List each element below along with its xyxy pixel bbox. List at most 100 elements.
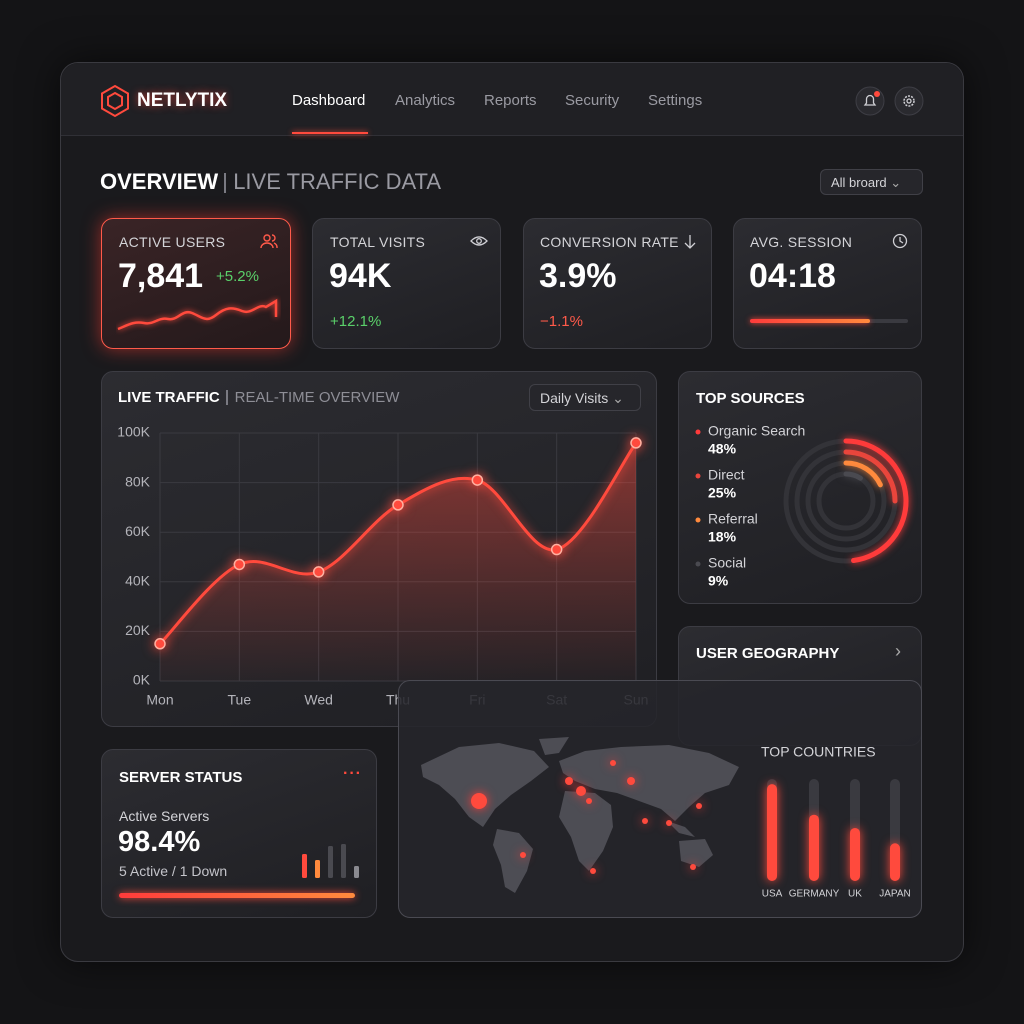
brand-name: NETLYTIX xyxy=(137,90,228,111)
brand-logo xyxy=(101,84,129,118)
kpi-card: AVG. SESSION 04:18 xyxy=(733,218,922,349)
chart-title: TOP COUNTRIES xyxy=(761,744,876,760)
legend-label: Organic Search xyxy=(708,423,805,439)
kpi-value: 04:18 xyxy=(749,257,836,295)
line-area xyxy=(160,442,636,681)
x-tick-label: Wed xyxy=(304,692,333,708)
clock-icon xyxy=(892,233,908,249)
donut-arc xyxy=(843,438,909,564)
panel-subtitle: REAL-TIME OVERVIEW xyxy=(234,389,400,406)
donut-arc xyxy=(843,471,863,481)
map-panel: TOP COUNTRIES USA GERMANY UK JAPAN xyxy=(398,680,922,918)
server-detail: 5 Active / 1 Down xyxy=(119,863,228,879)
panel-title: LIVE TRAFFIC xyxy=(118,389,220,406)
value-label: 18% xyxy=(708,529,737,545)
kpi-value: 94K xyxy=(329,257,392,295)
navbar xyxy=(61,63,963,136)
x-tick-label: GERMANY xyxy=(789,889,840,900)
data-point xyxy=(630,437,642,449)
kpi-label: ACTIVE USERS xyxy=(119,234,226,250)
chevron: › xyxy=(895,641,901,661)
data-point xyxy=(550,543,563,556)
kpi-card: TOTAL VISITS 94K +12.1% xyxy=(312,218,501,349)
x-tick-label: UK xyxy=(848,889,862,900)
users-icon xyxy=(260,234,278,249)
title-divider xyxy=(225,390,228,406)
kpi-value: 7,841 xyxy=(118,257,204,295)
nav-item[interactable]: Dashboard xyxy=(292,92,366,109)
donut-chart: Organic Search 48% Direct 25% Referral 18% Soc… xyxy=(695,423,909,589)
region-filter[interactable]: All broard ⌄ xyxy=(820,169,923,195)
title-sub: LIVE TRAFFIC DATA xyxy=(233,169,441,194)
more-menu[interactable]: ··· xyxy=(343,765,362,782)
bar xyxy=(767,784,777,881)
page-title: OVERVIEW LIVE TRAFFIC DATA xyxy=(100,169,441,195)
x-tick-label: JAPAN xyxy=(879,889,911,900)
server-label: Active Servers xyxy=(119,808,210,824)
legend-dot xyxy=(695,429,701,435)
data-point xyxy=(233,558,246,571)
value-label: 48% xyxy=(708,441,737,457)
data-point xyxy=(471,474,484,486)
metric-filter[interactable]: Daily Visits ⌄ xyxy=(529,384,641,411)
data-point xyxy=(392,499,404,511)
y-tick-label: 80K xyxy=(125,473,151,489)
bar xyxy=(850,827,860,881)
kpi-card: ACTIVE USERS 7,841 +5.2% xyxy=(101,218,291,349)
kpi-label: TOTAL VISITS xyxy=(330,234,426,250)
x-tick-label: USA xyxy=(762,889,783,900)
bar xyxy=(890,843,900,881)
y-tick-label: 40K xyxy=(125,573,151,589)
nav-item[interactable]: Security xyxy=(565,92,620,109)
nav-icons[interactable] xyxy=(854,85,926,117)
x-tick-label: Tue xyxy=(228,692,252,708)
x-tick-label: Mon xyxy=(146,692,173,708)
legend-label: Referral xyxy=(708,511,758,527)
legend-label: Social xyxy=(708,555,746,571)
panel-title: TOP SOURCES xyxy=(696,390,805,407)
ring-track xyxy=(816,471,876,531)
nav-active-indicator xyxy=(292,132,368,134)
bar xyxy=(809,814,819,881)
kpi-card: CONVERSION RATE 3.9% −1.1% xyxy=(523,218,712,349)
sources-panel: TOP SOURCES Organic Search 48% Direct 25% Re… xyxy=(678,371,922,604)
kpi-change: −1.1% xyxy=(540,313,583,330)
kpi-change: +12.1% xyxy=(330,313,382,330)
kpi-value: 3.9% xyxy=(539,257,617,295)
server-bars xyxy=(302,844,359,878)
value-label: 25% xyxy=(708,485,737,501)
nav-item[interactable]: Reports xyxy=(484,92,537,109)
server-panel: SERVER STATUS ··· Active Servers 98.4% 5… xyxy=(101,749,377,918)
title-divider xyxy=(224,173,227,194)
panel-title: SERVER STATUS xyxy=(119,769,243,786)
nav-item[interactable]: Settings xyxy=(648,92,703,109)
panel-heading: LIVE TRAFFIC REAL-TIME OVERVIEW xyxy=(118,389,399,407)
legend-label: Direct xyxy=(708,467,745,483)
world-map: TOP COUNTRIES USA GERMANY UK JAPAN xyxy=(421,737,911,900)
y-tick-label: 100K xyxy=(117,424,150,440)
down-arrow-icon xyxy=(684,235,696,249)
server-progress xyxy=(119,893,355,898)
nav-item[interactable]: Analytics xyxy=(395,92,456,109)
y-tick-label: 0K xyxy=(133,672,151,688)
legend-dot xyxy=(695,517,701,523)
kpi-change: +5.2% xyxy=(216,268,259,285)
value-label: 9% xyxy=(708,573,729,589)
donut-arc xyxy=(843,449,898,504)
filter-label: All broard xyxy=(831,175,887,190)
data-point xyxy=(312,566,325,578)
server-value: 98.4% xyxy=(118,826,201,858)
data-point xyxy=(154,638,166,650)
legend-dot xyxy=(695,473,701,479)
kpi-label: CONVERSION RATE xyxy=(540,234,679,250)
kpi-label: AVG. SESSION xyxy=(750,234,853,250)
filter-label: Daily Visits xyxy=(540,390,609,406)
donut-arc xyxy=(843,460,883,488)
legend-dot xyxy=(695,561,701,567)
session-bar xyxy=(750,319,870,323)
y-tick-label: 60K xyxy=(125,523,151,539)
sparkline xyxy=(117,298,278,331)
y-tick-label: 20K xyxy=(125,622,151,638)
